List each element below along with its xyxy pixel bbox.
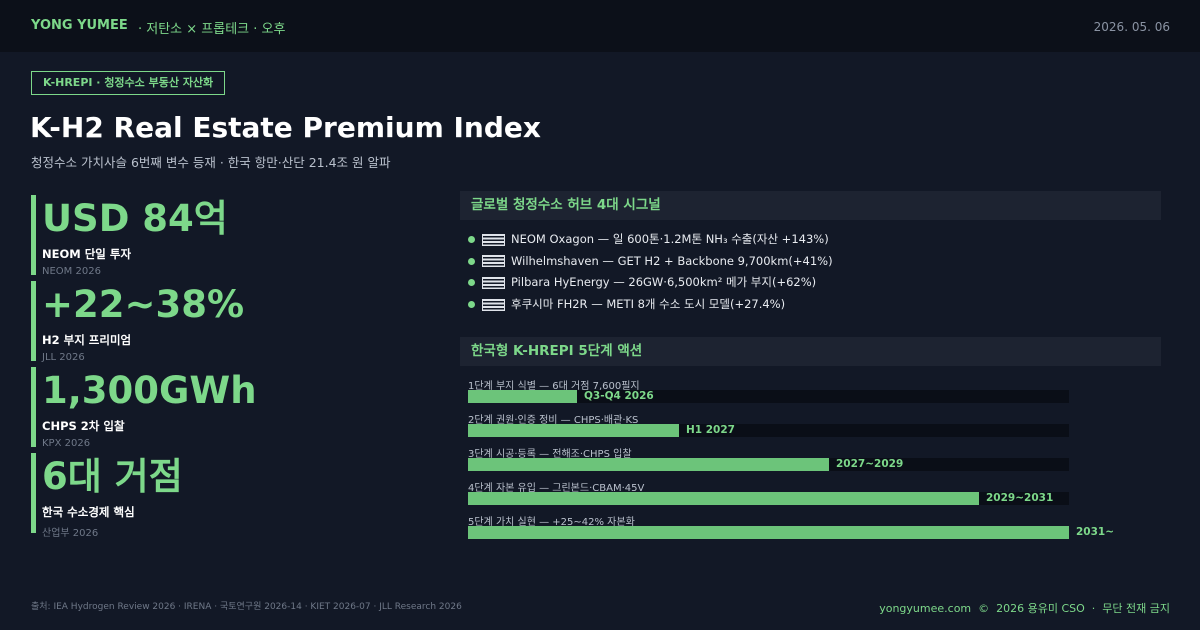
stat-source: JLL 2026 <box>42 352 85 363</box>
step-label: 1단계 부지 식별 — 6대 거점 7,600필지 <box>468 381 640 392</box>
step-row: 3단계 시공·등록 — 전해조·CHPS 입찰 2027~2029 <box>468 445 1168 485</box>
bullet <box>468 301 475 309</box>
step-fill <box>468 390 577 403</box>
title: K-H2 Real Estate Premium Index <box>30 111 541 144</box>
icon <box>482 255 505 268</box>
stat-label: H2 부지 프리미엄 <box>42 333 132 347</box>
step-fill <box>468 526 1069 539</box>
step-label: 4단계 자본 유입 — 그린본드·CBAM·45V <box>468 483 645 494</box>
step-fill <box>468 458 829 471</box>
stat-value: 1,300GWh <box>42 369 257 412</box>
section: · 저탄소 × 프롭테크 · 오후 <box>138 22 286 37</box>
signal-text: 후쿠시마 FH2R — METI 8개 수소 도시 모델(+27.4%) <box>511 297 786 312</box>
tag: K-HREPI · 청정수소 부동산 자산화 <box>31 71 226 95</box>
bullet <box>468 279 475 287</box>
stat-value: +22~38% <box>42 283 245 326</box>
copyright: yongyumee.com © 2026 용유미 CSO · 무단 전재 금지 <box>879 602 1170 615</box>
step-track: Q3-Q4 2026 <box>468 390 1069 403</box>
brand: YONG YUMEE <box>31 18 128 33</box>
icon <box>482 233 505 246</box>
stat-source: NEOM 2026 <box>42 266 101 277</box>
step-fill <box>468 424 679 437</box>
step-label: 2단계 권원·인증 정비 — CHPS·배관·KS <box>468 415 639 426</box>
step-fill <box>468 492 979 505</box>
signal-item: 후쿠시마 FH2R — METI 8개 수소 도시 모델(+27.4%) <box>468 296 785 312</box>
signals-title: 글로벌 청정수소 허브 4대 시그널 <box>460 191 1161 220</box>
signal-text: Pilbara HyEnergy — 26GW·6,500km² 메가 부지(+… <box>511 275 817 290</box>
bullet <box>468 236 475 243</box>
top-bar <box>0 0 1200 52</box>
stat-block: USD 84억 NEOM 단일 투자 NEOM 2026 <box>31 195 431 277</box>
stat-block: +22~38% H2 부지 프리미엄 JLL 2026 <box>31 281 431 363</box>
signal-text: NEOM Oxagon — 일 600톤·1.2M톤 NH₃ 수출(자산 +14… <box>511 232 829 246</box>
step-timing: H1 2027 <box>686 424 735 436</box>
step-track: 2027~2029 <box>468 458 1069 471</box>
signal-item: Pilbara HyEnergy — 26GW·6,500km² 메가 부지(+… <box>468 274 816 290</box>
step-timing: 2027~2029 <box>836 458 904 470</box>
stat-label: NEOM 단일 투자 <box>42 247 132 261</box>
step-timing: 2029~2031 <box>986 492 1054 504</box>
stat-value: USD 84억 <box>42 197 228 240</box>
signal-item: NEOM Oxagon — 일 600톤·1.2M톤 NH₃ 수출(자산 +14… <box>468 231 829 247</box>
step-track: 2029~2031 <box>468 492 1069 505</box>
bullet <box>468 257 475 265</box>
section-text: 저탄소 × 프롭테크 · 오후 <box>146 22 286 37</box>
icon <box>482 298 505 311</box>
step-track: 2031~ <box>468 526 1114 539</box>
icon <box>482 276 505 289</box>
sources: 출처: IEA Hydrogen Review 2026 · IRENA · 국… <box>31 602 462 612</box>
stat-value: 6대 거점 <box>42 455 183 498</box>
step-row: 5단계 가치 실현 — +25~42% 자본화 2031~ <box>468 513 1168 553</box>
stat-source: 산업부 2026 <box>42 528 99 539</box>
step-timing: Q3-Q4 2026 <box>584 390 654 402</box>
stat-label: 한국 수소경제 핵심 <box>42 505 135 519</box>
signal-item: Wilhelmshaven — GET H2 + Backbone 9,700k… <box>468 253 833 269</box>
step-timing: 2031~ <box>1076 526 1115 538</box>
subtitle: 청정수소 가치사슬 6번째 변수 등재 · 한국 항만·산단 21.4조 원 알… <box>31 155 391 170</box>
step-label: 3단계 시공·등록 — 전해조·CHPS 입찰 <box>468 449 632 460</box>
step-track: H1 2027 <box>468 424 1069 437</box>
step-row: 1단계 부지 식별 — 6대 거점 7,600필지 Q3-Q4 2026 <box>468 377 1168 417</box>
stat-block: 1,300GWh CHPS 2차 입찰 KPX 2026 <box>31 367 431 449</box>
signal-text: Wilhelmshaven — GET H2 + Backbone 9,700k… <box>511 253 833 268</box>
step-label: 5단계 가치 실현 — +25~42% 자본화 <box>468 517 635 528</box>
actions-title: 한국형 K-HREPI 5단계 액션 <box>460 337 1161 366</box>
stat-source: KPX 2026 <box>42 438 91 449</box>
stat-label: CHPS 2차 입찰 <box>42 419 125 433</box>
step-row: 4단계 자본 유입 — 그린본드·CBAM·45V 2029~2031 <box>468 479 1168 519</box>
step-row: 2단계 권원·인증 정비 — CHPS·배관·KS H1 2027 <box>468 411 1168 451</box>
date: 2026. 05. 06 <box>1093 20 1170 34</box>
